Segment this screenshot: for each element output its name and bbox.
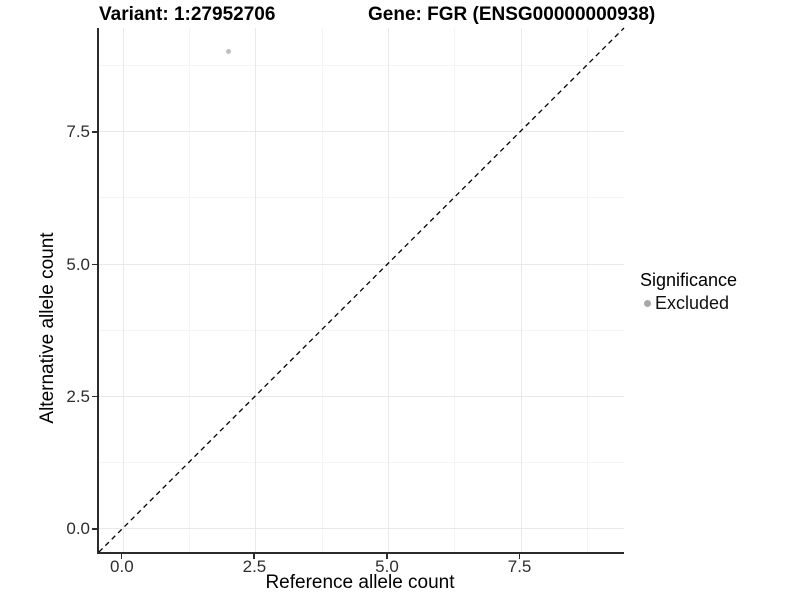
excluded-point-icon	[643, 300, 651, 307]
legend-key	[640, 297, 654, 311]
x-axis-tick	[120, 554, 123, 559]
legend: Significance Excluded	[640, 270, 737, 314]
gridline-major-vertical	[122, 28, 124, 552]
y-axis-tick-label: 0.0	[66, 519, 90, 539]
gridline-minor-vertical	[586, 28, 588, 552]
y-axis-tick	[92, 395, 97, 398]
x-axis-tick-label: 2.5	[242, 557, 267, 576]
x-axis-title: Reference allele count	[265, 572, 455, 593]
gridline-major-horizontal	[99, 528, 624, 530]
identity-dashed-line	[98, 27, 625, 553]
gridline-major-horizontal	[99, 131, 624, 133]
gridline-major-vertical	[388, 28, 389, 552]
gridline-minor-vertical	[454, 28, 456, 552]
legend-item-excluded: Excluded	[640, 293, 737, 314]
x-axis-tick-label: 5.0	[375, 557, 399, 576]
plot-title-gene: Gene: FGR (ENSG00000000938)	[368, 4, 656, 25]
gridline-major-horizontal	[99, 395, 624, 397]
data-point-excluded	[226, 49, 232, 55]
gridline-minor-horizontal	[99, 197, 624, 199]
gridline-major-vertical	[520, 28, 522, 552]
x-axis-tick	[253, 554, 255, 559]
y-axis-tick-label: 2.5	[66, 386, 90, 406]
y-axis-tick	[92, 131, 97, 133]
gridline-minor-horizontal	[99, 329, 624, 331]
legend-title: Significance	[640, 270, 738, 290]
gridline-minor-horizontal	[99, 462, 624, 464]
legend-item-label: Excluded	[655, 293, 730, 313]
plot-title-variant: Variant: 1:27952706	[99, 4, 276, 25]
y-axis-tick	[92, 528, 97, 530]
y-axis-tick	[92, 263, 97, 266]
gridline-minor-vertical	[189, 28, 191, 552]
x-axis-tick	[518, 554, 521, 559]
x-axis-tick-label: 0.0	[110, 557, 134, 576]
gridline-major-vertical	[255, 28, 257, 552]
gridline-minor-horizontal	[99, 65, 624, 67]
x-axis-tick	[386, 554, 388, 559]
y-axis-tick-label: 5.0	[66, 254, 90, 274]
y-axis-tick-label: 7.5	[66, 122, 90, 142]
plot-panel	[97, 27, 625, 554]
y-axis-title: Alternative allele count	[37, 232, 58, 424]
gridline-minor-vertical	[321, 28, 323, 552]
x-axis-tick-label: 7.5	[507, 557, 532, 576]
gridline-major-horizontal	[99, 263, 624, 265]
